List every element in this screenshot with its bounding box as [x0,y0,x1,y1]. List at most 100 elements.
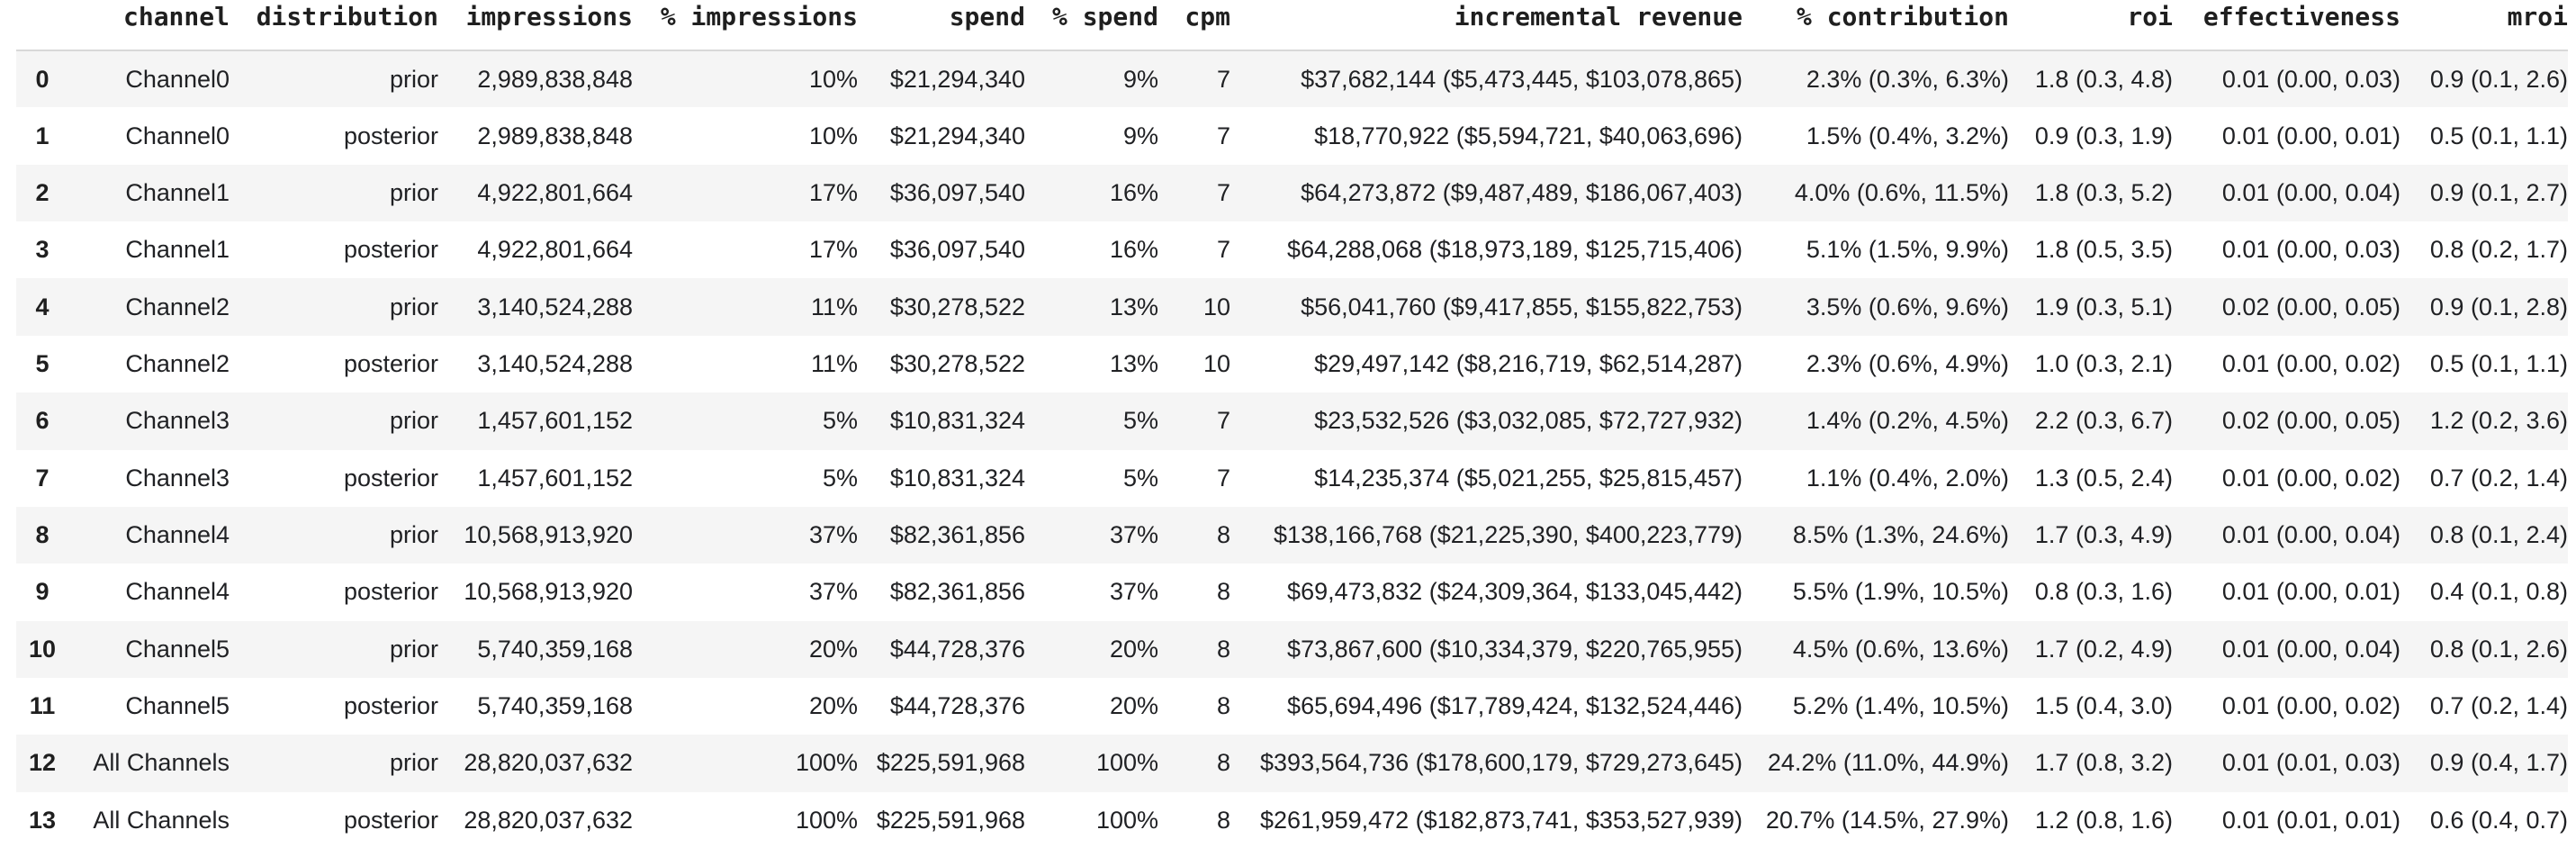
table-cell: 0.8 (0.3, 1.6) [2034,578,2173,606]
table-cell: 37% [808,578,858,606]
table-cell: 8 [1216,692,1230,720]
table-cell: 13% [1109,349,1158,377]
table-cell: 2.3% (0.6%, 4.9%) [1806,349,2009,377]
table-row: 0 Channel0 prior 2,989,838,848 10% $21,294,34… [16,50,2568,108]
table-cell: 5% [1122,464,1158,492]
table-cell: 5.1% (1.5%, 9.9%) [1806,236,2009,264]
table-cell: $18,770,922 ($5,594,721, $40,063,696) [1314,122,1743,149]
table-cell: 0.4 (0.1, 0.8) [2429,578,2568,606]
table-cell: Channel2 [125,293,230,320]
table-cell: 7 [1216,236,1230,264]
table-cell: 1,457,601,152 [477,407,633,435]
media-summary-table: channel distribution impressions % impre… [16,0,2568,848]
table-cell: 16% [1109,178,1158,206]
table-cell: $225,591,968 [876,806,1025,834]
table-cell: 100% [1095,749,1158,777]
table-cell: $21,294,340 [889,65,1025,93]
table-cell: 4,922,801,664 [477,236,633,264]
table-cell: $64,288,068 ($18,973,189, $125,715,406) [1287,236,1743,264]
table-cell: 8.5% (1.3%, 24.6%) [1792,521,2009,549]
table-cell: 8 [1216,749,1230,777]
table-cell: 8 [1216,806,1230,834]
table-cell: 2,989,838,848 [477,65,633,93]
table-cell: 9% [1122,65,1158,93]
table-cell: $65,694,496 ($17,789,424, $132,524,446) [1287,692,1743,720]
table-row: 13 All Channels posterior 28,820,037,632 100… [16,792,2568,848]
row-index: 10 [28,635,57,663]
table-cell: $10,831,324 [889,464,1025,492]
table-cell: 1.1% (0.4%, 2.0%) [1806,464,2009,492]
table-cell: 3,140,524,288 [477,293,633,320]
table-cell: $44,728,376 [889,692,1025,720]
table-cell: 0.01 (0.00, 0.01) [2221,122,2400,149]
table-cell: 0.01 (0.00, 0.04) [2221,178,2400,206]
table-cell: 16% [1109,236,1158,264]
table-cell: posterior [343,464,438,492]
table-cell: 7 [1216,178,1230,206]
row-index: 6 [35,407,50,435]
table-cell: 20% [808,692,858,720]
table-cell: 0.01 (0.00, 0.04) [2221,635,2400,663]
table-cell: All Channels [93,806,230,834]
table-cell: posterior [343,236,438,264]
table-cell: 0.01 (0.00, 0.01) [2221,578,2400,606]
table-cell: Channel4 [125,578,230,606]
table-cell: 5,740,359,168 [477,635,633,663]
table-cell: 0.9 (0.1, 2.7) [2429,178,2568,206]
table-cell: 1.7 (0.8, 3.2) [2034,749,2173,777]
table-cell: Channel0 [125,122,230,149]
table-cell: $36,097,540 [889,178,1025,206]
table-cell: Channel5 [125,692,230,720]
table-cell: 5% [822,407,858,435]
col-header-impressions: impressions [438,0,633,51]
table-cell: 20% [1109,635,1158,663]
table-cell: $23,532,526 ($3,032,085, $72,727,932) [1314,407,1743,435]
table-cell: prior [389,749,438,777]
table-cell: $30,278,522 [889,293,1025,320]
table-cell: $261,959,472 ($182,873,741, $353,527,939… [1260,806,1743,834]
table-cell: All Channels [93,749,230,777]
table-cell: 0.9 (0.3, 1.9) [2034,122,2173,149]
table-cell: 7 [1216,122,1230,149]
table-row: 3 Channel1 posterior 4,922,801,664 17% $36,09… [16,221,2568,278]
table-cell: 13% [1109,293,1158,320]
table-cell: 2.3% (0.3%, 6.3%) [1806,65,2009,93]
table-cell: 100% [1095,806,1158,834]
table-cell: 1.0 (0.3, 2.1) [2034,349,2173,377]
table-cell: prior [389,407,438,435]
table-cell: 20% [808,635,858,663]
col-header-pct-impressions: % impressions [633,0,858,51]
row-index: 2 [35,178,50,206]
table-cell: posterior [343,692,438,720]
table-cell: prior [389,521,438,549]
col-header-incremental-revenue: incremental revenue [1230,0,1743,51]
table-cell: 1,457,601,152 [477,464,633,492]
table-row: 12 All Channels prior 28,820,037,632 100% $22… [16,735,2568,792]
table-cell: posterior [343,578,438,606]
table-cell: 0.01 (0.00, 0.02) [2221,349,2400,377]
table-cell: 8 [1216,635,1230,663]
table-cell: 0.01 (0.00, 0.02) [2221,464,2400,492]
table-cell: 0.02 (0.00, 0.05) [2221,293,2400,320]
table-cell: prior [389,635,438,663]
table-cell: $393,564,736 ($178,600,179, $729,273,645… [1260,749,1743,777]
table-cell: 20% [1109,692,1158,720]
row-index: 4 [35,293,50,320]
table-cell: $56,041,760 ($9,417,855, $155,822,753) [1301,293,1743,320]
table-cell: 1.7 (0.2, 4.9) [2034,635,2173,663]
table-cell: $37,682,144 ($5,473,445, $103,078,865) [1301,65,1743,93]
table-cell: 2,989,838,848 [477,122,633,149]
table-row: 5 Channel2 posterior 3,140,524,288 11% $30,27… [16,336,2568,392]
table-cell: 1.4% (0.2%, 4.5%) [1806,407,2009,435]
col-header-roi: roi [2009,0,2173,51]
table-cell: $82,361,856 [889,521,1025,549]
table-cell: 7 [1216,65,1230,93]
table-cell: 37% [808,521,858,549]
table-cell: 10 [1202,349,1230,377]
col-header-cpm: cpm [1158,0,1230,51]
table-cell: 37% [1109,578,1158,606]
table-cell: 0.01 (0.01, 0.03) [2221,749,2400,777]
table-cell: 0.8 (0.2, 1.7) [2429,236,2568,264]
table-cell: 3,140,524,288 [477,349,633,377]
table-cell: 0.01 (0.00, 0.03) [2221,236,2400,264]
